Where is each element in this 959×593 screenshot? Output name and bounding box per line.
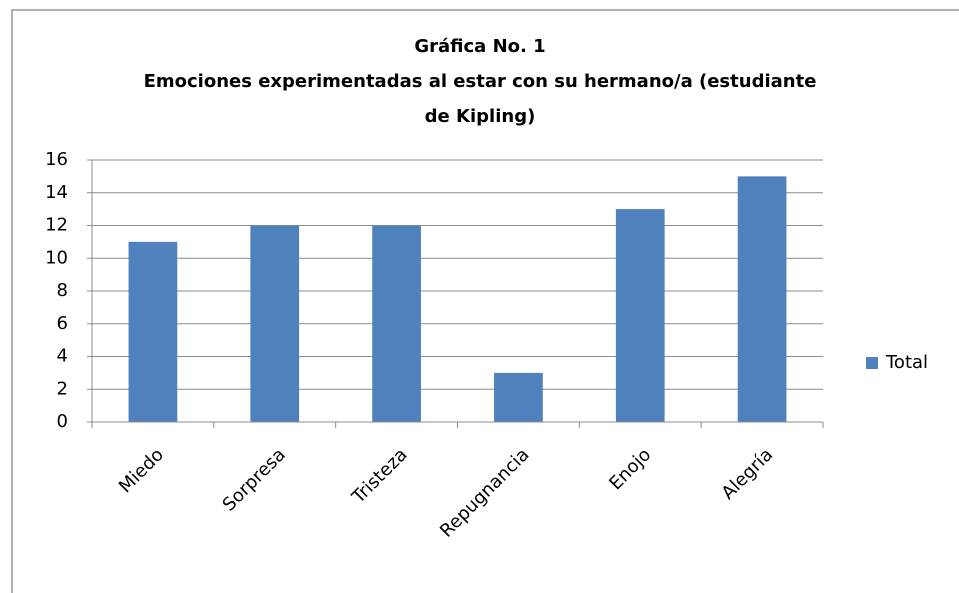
y-tick-label: 4 (57, 346, 68, 367)
x-tick-label: Enojo (605, 444, 655, 494)
x-tick-label: Sorpresa (219, 444, 290, 515)
x-tick-label: Tristeza (347, 444, 411, 508)
chart-title: de Kipling) (425, 106, 536, 127)
chart-border (11, 9, 959, 593)
bar (494, 372, 543, 422)
bar (250, 225, 300, 422)
y-tick-label: 0 (57, 411, 68, 432)
y-tick-label: 16 (45, 149, 68, 170)
bar (737, 176, 787, 422)
x-tick-label: Repugnancia (436, 444, 533, 541)
y-tick-label: 2 (57, 378, 68, 399)
legend-label: Total (885, 352, 928, 373)
y-tick-label: 8 (57, 280, 68, 301)
x-tick-label: Alegría (718, 444, 778, 504)
y-tick-label: 12 (45, 215, 68, 236)
y-tick-label: 14 (45, 182, 68, 203)
bar (372, 225, 421, 422)
chart-title: Gráfica No. 1 (414, 36, 545, 57)
chart-title: Emociones experimentadas al estar con su… (144, 71, 817, 92)
legend-swatch (866, 357, 878, 369)
bar (615, 209, 665, 422)
y-tick-label: 6 (57, 313, 68, 334)
y-tick-label: 10 (45, 247, 68, 268)
bar (128, 241, 178, 422)
x-tick-label: Miedo (115, 444, 168, 497)
